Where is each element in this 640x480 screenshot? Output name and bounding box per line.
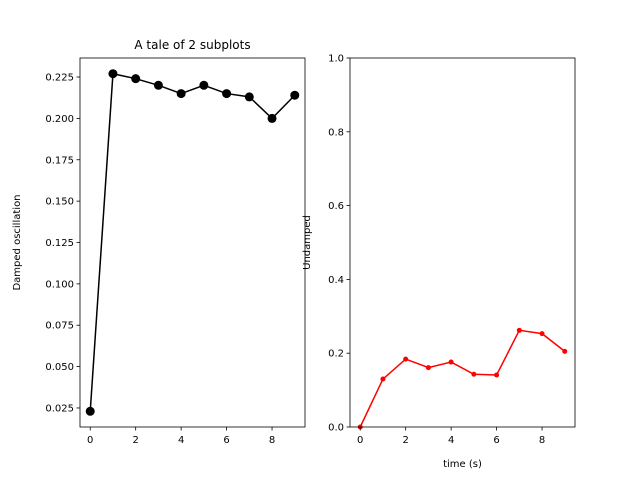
data-point [244,92,254,102]
data-point [267,113,277,123]
axes-frame [79,57,306,428]
subplot-title: A tale of 2 subplots [134,38,250,52]
y-tick-label: 0.150 [45,197,74,208]
y-tick-label: 0.050 [45,362,74,373]
data-point [516,327,522,333]
data-point [108,69,118,79]
x-tick-label: 0 [87,435,93,446]
data-point [403,356,409,362]
y-axis-label: Undamped [302,215,313,270]
data-point [448,359,454,365]
y-tick-label: 0.200 [45,114,74,125]
data-point [380,376,386,382]
x-tick-label: 8 [269,435,275,446]
y-tick-label: 0.125 [45,238,74,249]
ticks-layer: 0 2 4 6 8 0.0 0.2 0.4 0.6 0.8 1.0 [328,54,545,447]
axes-frame [349,57,576,428]
x-tick-label: 0 [357,435,363,446]
y-tick-label: 0.2 [328,349,344,360]
data-point [85,406,95,416]
y-tick-label: 0.025 [45,403,74,414]
x-tick-label: 6 [493,435,499,446]
series-line [359,329,566,428]
data-point [131,74,141,84]
subplot-undamped: 0 2 4 6 8 0.0 0.2 0.4 0.6 0.8 1.0 time (s) Undampe… [302,54,576,470]
y-axis-label: Damped oscillation [12,194,23,290]
data-point [539,331,545,337]
data-point [562,348,568,354]
data-point [494,372,500,378]
series-line [89,72,296,412]
y-tick-label: 0.8 [328,127,344,138]
data-point [290,90,300,100]
x-tick-label: 8 [539,435,545,446]
subplot-damped: 0 2 4 6 8 0.025 0.050 0.075 0.100 0.125 0.150 0.175… [12,38,306,446]
data-point [153,80,163,90]
series-layer [85,69,300,416]
y-tick-label: 0.225 [45,73,74,84]
y-tick-label: 0.6 [328,201,344,212]
x-axis-label: time (s) [443,459,482,470]
x-tick-label: 2 [402,435,408,446]
data-point [222,89,232,99]
x-tick-label: 4 [178,435,184,446]
x-tick-label: 6 [223,435,229,446]
ticks-layer: 0 2 4 6 8 0.025 0.050 0.075 0.100 0.125 0.150 0.175… [45,73,275,446]
y-tick-label: 0.100 [45,279,74,290]
data-point [199,80,209,90]
x-tick-label: 2 [132,435,138,446]
data-point [471,371,477,377]
y-tick-label: 1.0 [328,54,344,65]
data-point [425,365,431,371]
y-tick-label: 0.0 [328,423,344,434]
data-point [176,89,186,99]
y-tick-label: 0.075 [45,321,74,332]
y-tick-label: 0.4 [328,275,344,286]
y-tick-label: 0.175 [45,155,74,166]
x-tick-label: 4 [448,435,454,446]
